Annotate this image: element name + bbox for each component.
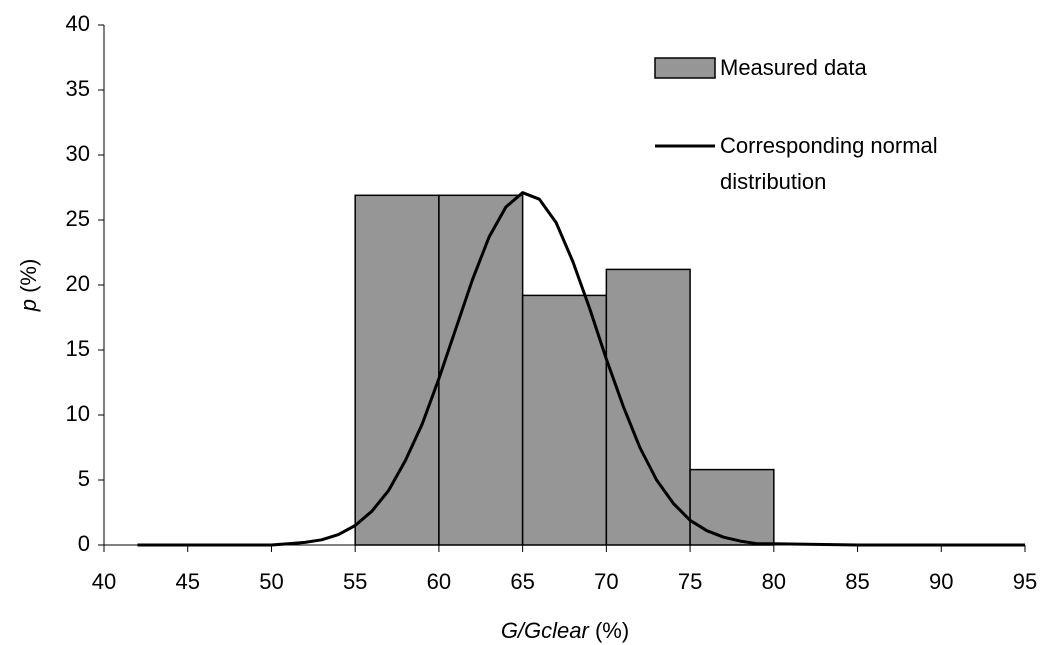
x-tick-label: 70 — [594, 569, 618, 594]
histogram-bar — [605, 268, 691, 546]
y-tick-label: 5 — [78, 466, 90, 491]
x-axis-label-unit: (%) — [595, 618, 629, 643]
y-tick-label: 10 — [66, 401, 90, 426]
x-tick-label: 95 — [1013, 569, 1037, 594]
histogram-bar — [689, 468, 775, 546]
line-series — [137, 191, 1025, 547]
y-tick-label: 20 — [66, 271, 90, 296]
y-axis-label: p (%) — [16, 259, 41, 313]
legend-label: Corresponding normal distribution — [720, 133, 938, 194]
x-tick-label: 40 — [92, 569, 116, 594]
y-tick-label: 15 — [66, 336, 90, 361]
y-axis-label-var: p — [16, 299, 41, 312]
x-tick-label: 45 — [175, 569, 199, 594]
histogram-bar — [521, 294, 608, 546]
y-tick-label: 35 — [66, 76, 90, 101]
x-axis-label-var: G/Gclear — [501, 618, 591, 643]
y-tick-label: 30 — [66, 141, 90, 166]
histogram-bar — [438, 194, 524, 546]
y-tick-label: 40 — [66, 11, 90, 36]
x-tick-label: 75 — [678, 569, 702, 594]
y-axis-label-unit: (%) — [16, 259, 41, 293]
x-tick-label: 50 — [259, 569, 283, 594]
x-tick-label: 65 — [510, 569, 534, 594]
x-tick-label: 90 — [929, 569, 953, 594]
y-tick-label: 25 — [66, 206, 90, 231]
x-tick-label: 55 — [343, 569, 367, 594]
x-tick-label: 85 — [845, 569, 869, 594]
x-tick-label: 80 — [762, 569, 786, 594]
y-tick-label: 0 — [78, 531, 90, 556]
histogram-bar — [354, 194, 440, 546]
legend-swatch — [654, 57, 716, 79]
x-axis-label: G/Gclear (%) — [501, 618, 629, 643]
legend-label: Measured data — [720, 55, 867, 80]
x-tick-label: 60 — [427, 569, 451, 594]
